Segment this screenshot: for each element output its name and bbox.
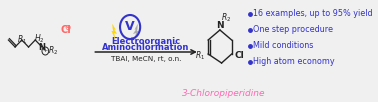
Text: ⊖: ⊖ xyxy=(64,23,70,32)
Text: V: V xyxy=(125,21,135,33)
Text: 16 examples, up to 95% yield: 16 examples, up to 95% yield xyxy=(254,9,373,18)
Text: $R_2$: $R_2$ xyxy=(221,12,231,24)
Polygon shape xyxy=(112,24,117,40)
Text: $R_1$: $R_1$ xyxy=(17,34,27,46)
Text: Cl: Cl xyxy=(60,25,71,35)
Text: Electroorganic: Electroorganic xyxy=(112,37,181,45)
Text: $H_2$: $H_2$ xyxy=(34,33,45,45)
Text: N: N xyxy=(39,43,45,52)
Text: N: N xyxy=(216,22,224,30)
Text: +: + xyxy=(43,48,48,53)
Text: TBAI, MeCN, rt, o.n.: TBAI, MeCN, rt, o.n. xyxy=(111,56,181,62)
Text: $R_1$: $R_1$ xyxy=(195,50,205,62)
Text: $R_2$: $R_2$ xyxy=(48,45,58,57)
Text: 3-Chloropiperidine: 3-Chloropiperidine xyxy=(182,89,266,98)
Text: Cl: Cl xyxy=(234,50,244,59)
Text: Mild conditions: Mild conditions xyxy=(254,42,314,50)
Text: Aminochlorination: Aminochlorination xyxy=(102,43,190,53)
Polygon shape xyxy=(133,24,138,40)
Text: One step procedure: One step procedure xyxy=(254,26,333,34)
Text: High atom economy: High atom economy xyxy=(254,58,335,67)
